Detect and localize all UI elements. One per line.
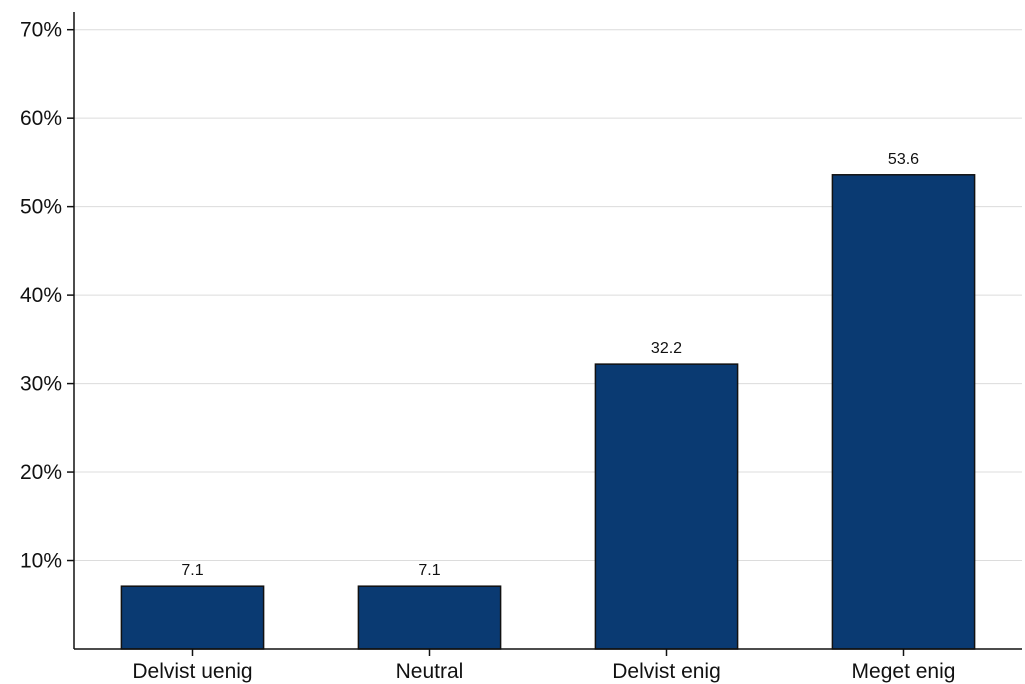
- y-tick-label: 20%: [20, 461, 62, 484]
- bar-value-label: 32.2: [651, 340, 682, 357]
- bar-value-label: 7.1: [418, 562, 440, 579]
- y-tick-label: 50%: [20, 196, 62, 219]
- x-category-label: Delvist uenig: [132, 660, 252, 683]
- x-category-label: Meget enig: [852, 660, 956, 683]
- data-labels: 7.1 7.1 32.2 53.6: [181, 151, 919, 579]
- bar-value-label: 53.6: [888, 151, 919, 168]
- y-tick-label: 60%: [20, 107, 62, 130]
- bar-delvist-enig: [594, 363, 739, 650]
- x-category-labels: Delvist uenig Neutral Delvist enig Meget en…: [132, 649, 955, 683]
- bars: [120, 174, 976, 650]
- y-tick-label: 30%: [20, 373, 62, 396]
- y-tick-label: 70%: [20, 19, 62, 42]
- y-tick-label: 40%: [20, 284, 62, 307]
- x-category-label: Delvist enig: [612, 660, 721, 683]
- y-tick-label: 10%: [20, 550, 62, 573]
- bar-meget-enig: [831, 174, 976, 650]
- y-tick-labels: 10% 20% 30% 40% 50% 60% 70%: [20, 19, 74, 573]
- bar-neutral: [357, 585, 502, 650]
- gridlines: [74, 29, 1022, 562]
- x-category-label: Neutral: [396, 660, 464, 683]
- bar-delvist-uenig: [120, 585, 265, 650]
- bar-value-label: 7.1: [181, 562, 203, 579]
